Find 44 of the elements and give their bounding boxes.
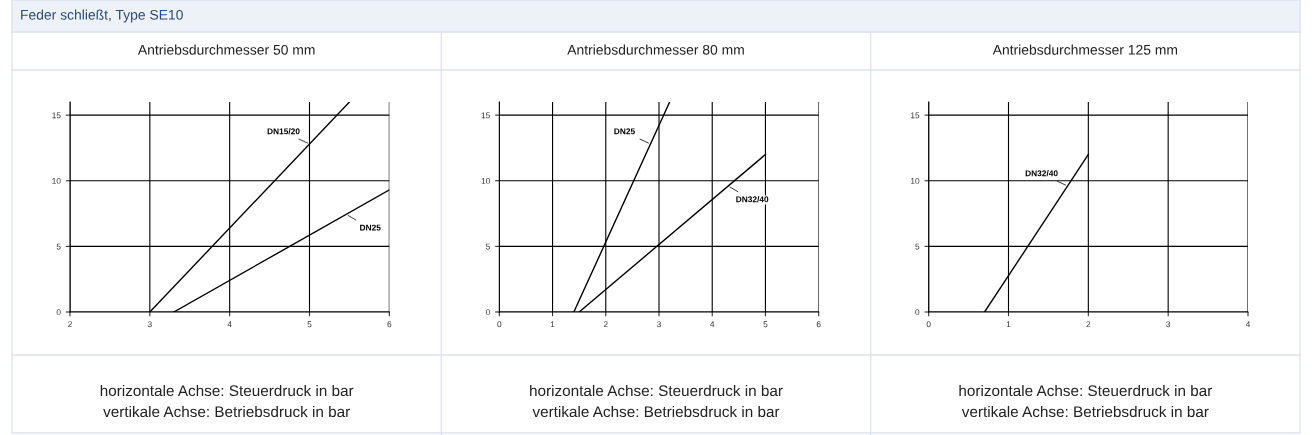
x-tick-label: 4 (710, 321, 715, 328)
x-tick-label: 2 (603, 321, 608, 328)
x-tick-label: 2 (1086, 321, 1091, 328)
y-tick-label: 0 (56, 309, 61, 316)
x-tick-label: 5 (763, 321, 768, 328)
text: vertikale Achse: Betriebsdruck in bar (103, 405, 350, 418)
series-label: DN15/20 (267, 128, 300, 135)
chart-subtitle: Antriebsdurchmesser 50 mm (137, 44, 315, 55)
y-tick-label: 15 (52, 112, 61, 119)
x-tick-label: 3 (657, 321, 661, 328)
text: DN25 (614, 128, 635, 135)
x-tick-label: 6 (816, 321, 821, 328)
x-tick-label: 3 (1166, 321, 1171, 328)
chart-subtitle: Antriebsdurchmesser 80 mm (567, 44, 744, 55)
y-tick-label: 10 (911, 177, 920, 184)
x-tick-label: 1 (550, 321, 555, 328)
y-tick-label: 15 (481, 112, 490, 119)
y-tick-label: 10 (52, 177, 61, 184)
x-tick-label: 2 (68, 321, 72, 328)
series-label: DN32/40 (736, 196, 769, 203)
x-tick-label: 0 (497, 321, 502, 328)
y-tick-label: 0 (486, 309, 490, 316)
y-tick-label: 10 (481, 177, 490, 184)
chart-title: Feder schließt, Type SE10 (21, 9, 183, 23)
series-label: DN25 (360, 224, 381, 231)
x-tick-label: 5 (307, 321, 312, 328)
series-label: DN32/40 (1025, 170, 1058, 177)
x-tick-label: 4 (1245, 321, 1251, 328)
chart-subtitle: Antriebsdurchmesser 125 mm (992, 44, 1178, 55)
text: vertikale Achse: Betriebsdruck in bar (532, 405, 780, 418)
text: vertikale Achse: Betriebsdruck in bar (961, 405, 1209, 418)
x-tick-label: 1 (1006, 321, 1011, 328)
text: horizontale Achse: Steuerdruck in bar (100, 384, 354, 397)
text: horizontale Achse: Steuerdruck in bar (959, 384, 1213, 397)
y-tick-label: 5 (486, 243, 490, 250)
x-tick-label: 3 (147, 321, 152, 328)
y-tick-label: 5 (56, 243, 61, 250)
y-tick-label: 0 (915, 309, 920, 316)
text: horizontale Achse: Steuerdruck in bar (530, 384, 783, 397)
x-tick-label: 0 (926, 321, 931, 328)
x-tick-label: 6 (387, 321, 392, 328)
y-tick-label: 5 (915, 243, 920, 250)
y-tick-label: 15 (911, 112, 920, 119)
x-tick-label: 4 (227, 321, 232, 328)
